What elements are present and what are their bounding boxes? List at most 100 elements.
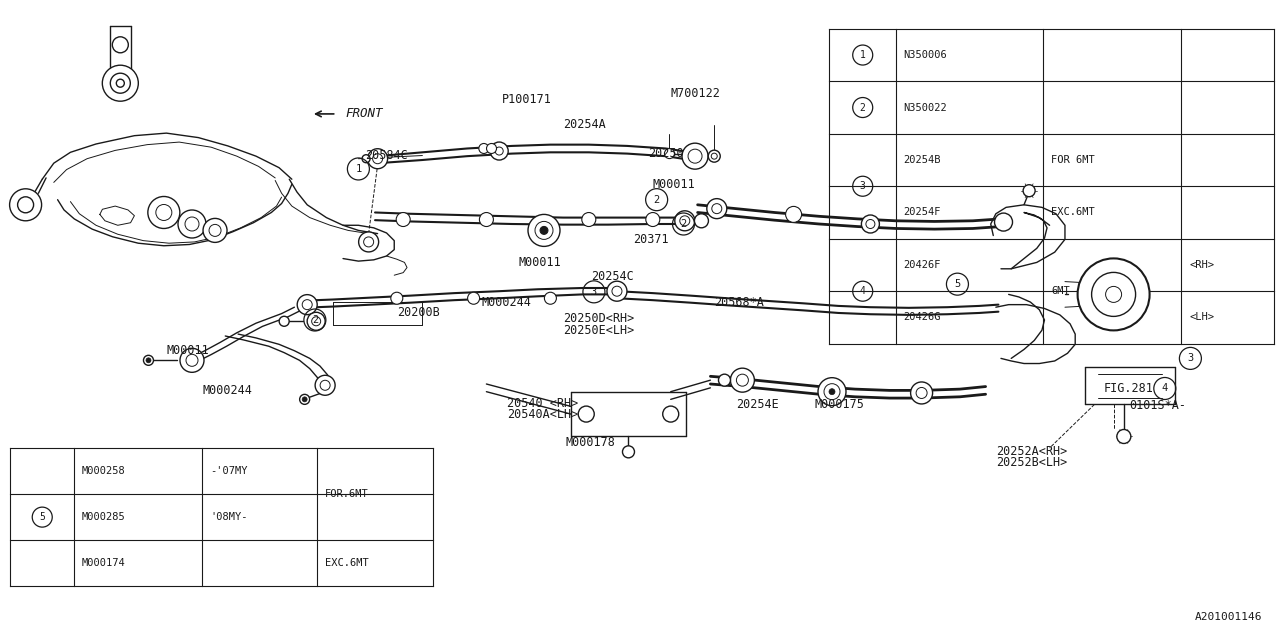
Circle shape (204, 218, 227, 243)
Circle shape (646, 212, 659, 227)
Circle shape (708, 150, 721, 162)
Circle shape (622, 446, 635, 458)
Circle shape (607, 281, 627, 301)
Circle shape (818, 378, 846, 406)
Text: 3: 3 (1188, 353, 1193, 364)
Circle shape (579, 406, 594, 422)
Text: FOR 6MT: FOR 6MT (1051, 155, 1094, 165)
Text: 20254B: 20254B (904, 155, 941, 165)
Circle shape (367, 148, 388, 169)
Circle shape (486, 143, 497, 154)
Circle shape (302, 397, 307, 402)
Text: 20426G: 20426G (904, 312, 941, 323)
Circle shape (390, 292, 403, 304)
Text: 3: 3 (860, 181, 865, 191)
Text: M000244: M000244 (481, 296, 531, 308)
Circle shape (307, 312, 325, 330)
Circle shape (731, 368, 754, 392)
Text: M00011: M00011 (518, 256, 561, 269)
Circle shape (663, 406, 678, 422)
Text: 20540 <RH>: 20540 <RH> (507, 397, 579, 410)
Text: 20254F: 20254F (904, 207, 941, 218)
Circle shape (480, 212, 493, 227)
Circle shape (143, 355, 154, 365)
Circle shape (102, 65, 138, 101)
Circle shape (695, 214, 708, 228)
Text: -'07MY: -'07MY (210, 466, 247, 476)
Text: 1: 1 (356, 164, 361, 174)
Text: M000244: M000244 (202, 384, 252, 397)
Text: M00011: M00011 (166, 344, 209, 356)
Circle shape (540, 227, 548, 234)
Text: 20426F: 20426F (904, 260, 941, 270)
Circle shape (995, 213, 1012, 231)
Text: 20568*A: 20568*A (714, 296, 764, 308)
Text: FRONT: FRONT (346, 108, 383, 120)
Text: 5: 5 (955, 279, 960, 289)
Text: M000258: M000258 (82, 466, 125, 476)
Circle shape (718, 374, 731, 386)
Text: 20371: 20371 (634, 233, 669, 246)
Text: FIG.281: FIG.281 (1103, 382, 1153, 395)
Circle shape (180, 348, 204, 372)
Text: A201001146: A201001146 (1194, 612, 1262, 622)
Circle shape (10, 189, 42, 221)
Circle shape (675, 211, 695, 231)
Circle shape (1023, 185, 1036, 196)
Circle shape (300, 394, 310, 404)
Text: 20540A<LH>: 20540A<LH> (507, 408, 579, 421)
Text: 20200B: 20200B (397, 306, 439, 319)
Circle shape (682, 143, 708, 169)
Circle shape (829, 388, 835, 395)
Circle shape (110, 73, 131, 93)
Text: EXC.6MT: EXC.6MT (325, 558, 369, 568)
Text: 2: 2 (860, 102, 865, 113)
Text: 20254C: 20254C (591, 270, 634, 283)
Text: 20250E<LH>: 20250E<LH> (563, 324, 635, 337)
Text: M00011: M00011 (653, 178, 695, 191)
Circle shape (1117, 429, 1130, 444)
Text: 20250D<RH>: 20250D<RH> (563, 312, 635, 325)
Text: P100171: P100171 (502, 93, 552, 106)
Circle shape (315, 375, 335, 396)
Circle shape (148, 196, 180, 228)
Circle shape (397, 212, 410, 227)
Text: M000175: M000175 (814, 398, 864, 411)
Circle shape (582, 212, 595, 227)
Circle shape (1078, 259, 1149, 330)
Text: N350006: N350006 (904, 50, 947, 60)
Text: 4: 4 (860, 286, 865, 296)
Circle shape (113, 37, 128, 53)
Text: 0101S*A-: 0101S*A- (1129, 399, 1187, 412)
Circle shape (358, 232, 379, 252)
Text: 1: 1 (860, 50, 865, 60)
Text: FOR.6MT: FOR.6MT (325, 489, 369, 499)
Text: 5: 5 (40, 512, 45, 522)
Circle shape (279, 316, 289, 326)
Text: 2: 2 (312, 315, 317, 325)
Circle shape (362, 155, 370, 163)
Circle shape (910, 382, 933, 404)
Circle shape (707, 198, 727, 219)
Text: M700122: M700122 (671, 87, 721, 100)
Text: 20584C: 20584C (365, 149, 407, 162)
Circle shape (479, 143, 489, 154)
Text: M000174: M000174 (82, 558, 125, 568)
Text: <LH>: <LH> (1189, 312, 1215, 323)
Circle shape (467, 292, 480, 304)
Text: <RH>: <RH> (1189, 260, 1215, 270)
Text: N350022: N350022 (904, 102, 947, 113)
Circle shape (178, 210, 206, 238)
Text: 20254A: 20254A (563, 118, 605, 131)
Circle shape (146, 358, 151, 363)
Circle shape (1092, 273, 1135, 316)
Text: M000285: M000285 (82, 512, 125, 522)
Text: EXC.6MT: EXC.6MT (1051, 207, 1094, 218)
Circle shape (664, 148, 675, 159)
Text: '08MY-: '08MY- (210, 512, 247, 522)
Text: 2: 2 (681, 219, 686, 229)
Text: 2: 2 (654, 195, 659, 205)
Text: 4: 4 (1162, 383, 1167, 394)
Text: 20254E: 20254E (736, 398, 778, 411)
Circle shape (861, 215, 879, 233)
